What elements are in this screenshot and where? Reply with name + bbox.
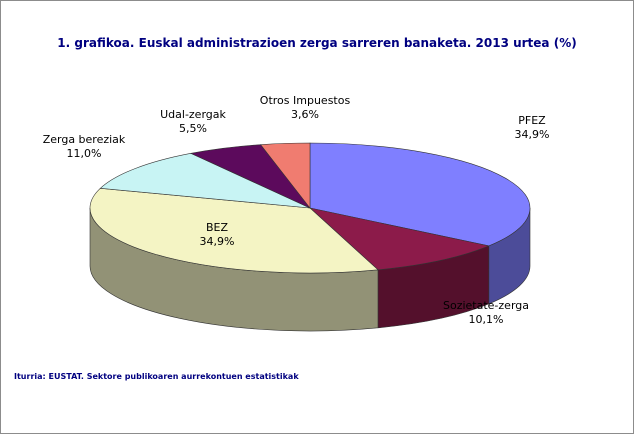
slice-label-udal-zergak: Udal-zergak [160,108,226,121]
source-note: Iturria: EUSTAT. Sektore publikoaren aur… [14,372,299,381]
pie-slice-zerga-bereziak [99,153,311,209]
pie-slice-pfez [309,142,531,247]
slice-label-sozietate-zerga: Sozietate-zerga [443,299,529,312]
pie-slice-bez [89,187,379,274]
slice-label-bez: BEZ [206,221,228,234]
slice-value-pfez: 34,9% [515,128,550,141]
chart-title: 1. grafikoa. Euskal administrazioen zerg… [57,36,577,50]
slice-value-otros-impuestos: 3,6% [291,108,319,121]
slice-label-otros-impuestos: Otros Impuestos [260,94,351,107]
slice-value-zerga-bereziak: 11,0% [67,147,102,160]
pie-slice-otros-impuestos [260,142,311,209]
pie-slice-sozietate-zerga [308,207,490,271]
slice-label-pfez: PFEZ [518,114,546,127]
pie-labels: PFEZ34,9%Sozietate-zerga10,1%BEZ34,9%Zer… [43,94,550,326]
pie-top-faces [89,142,531,274]
slice-value-bez: 34,9% [200,235,235,248]
pie-side-walls [89,207,531,332]
slice-value-sozietate-zerga: 10,1% [469,313,504,326]
slice-label-zerga-bereziak: Zerga bereziak [43,133,126,146]
slice-value-udal-zergak: 5,5% [179,122,207,135]
